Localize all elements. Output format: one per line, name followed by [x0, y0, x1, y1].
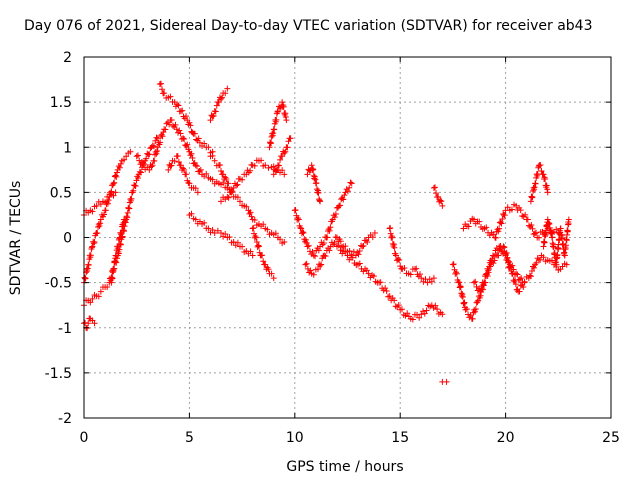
data-point-markers [81, 315, 98, 332]
series-prn-n [266, 99, 290, 151]
data-point-markers [439, 378, 450, 385]
x-tick-label: 5 [185, 430, 194, 446]
x-tick-label: 10 [286, 430, 304, 446]
y-tick-label: -1.5 [45, 366, 72, 382]
data-point-markers [302, 229, 378, 278]
series-prn-aa [540, 216, 572, 268]
series-prn-y [527, 162, 551, 205]
series-prn-h [165, 152, 201, 196]
data-point-markers [333, 242, 446, 323]
series-prn-z [470, 243, 528, 296]
data-point-markers [304, 162, 324, 205]
series-prn-t [386, 225, 437, 286]
data-point-markers [540, 216, 572, 268]
y-tick-label: 0.5 [50, 185, 72, 201]
series-prn-d [81, 189, 119, 218]
data-point-markers [527, 162, 551, 205]
series-prn-e [108, 216, 128, 286]
series-prn-b [81, 315, 98, 332]
x-axis-label: GPS time / hours [286, 459, 403, 475]
x-tick-label: 0 [80, 430, 89, 446]
series-prn-m [249, 225, 277, 282]
y-tick-label: -2 [58, 411, 72, 427]
x-tick-label: 20 [497, 430, 515, 446]
tick-labels: 0 5 10 15 20 25 2 1.5 1 0.5 0 -0.5 -1 -1.5 -2 [45, 50, 620, 446]
x-tick-label: 25 [602, 430, 620, 446]
data-point-markers [81, 189, 119, 218]
series-prn-q [304, 162, 324, 205]
x-tick-label: 15 [391, 430, 409, 446]
data-marks [81, 80, 572, 385]
series-prn-u [430, 184, 446, 209]
series-prn-p [291, 179, 355, 260]
data-point-markers [430, 184, 446, 209]
series-prn-s [333, 242, 446, 323]
series-prn-o [270, 135, 294, 178]
grid-layer [84, 57, 611, 418]
data-point-markers [291, 179, 355, 260]
data-point-markers [186, 210, 256, 259]
y-tick-label: -1 [58, 321, 72, 337]
series-prn-r [302, 229, 378, 278]
plot-frame [83, 56, 612, 419]
data-point-markers [266, 99, 290, 151]
data-point-markers [207, 85, 231, 124]
data-point-markers [249, 225, 277, 282]
data-point-markers [108, 216, 128, 286]
chart-title: Day 076 of 2021, Sidereal Day-to-day VTE… [24, 18, 593, 34]
y-tick-label: 2 [63, 50, 72, 66]
axis-layer [83, 56, 612, 419]
data-point-markers [133, 117, 231, 191]
y-tick-label: 1.5 [50, 95, 72, 111]
data-point-markers [270, 135, 294, 178]
y-tick-label: 1 [63, 140, 72, 156]
data-point-markers [165, 152, 201, 196]
data-point-markers [470, 243, 528, 296]
y-tick-label: 0 [63, 231, 72, 247]
series-prn-x [460, 201, 562, 241]
y-axis-label: SDTVAR / TECUs [8, 181, 24, 296]
y-tick-label: -0.5 [45, 276, 72, 292]
data-point-markers [460, 201, 562, 241]
series-prn-f [133, 117, 231, 191]
data-point-markers [156, 80, 216, 156]
series-prn-g [156, 80, 216, 156]
series-prn-i [186, 210, 256, 259]
series-prn-j [207, 85, 231, 124]
data-point-markers [386, 225, 437, 286]
series-prn-v [439, 378, 450, 385]
